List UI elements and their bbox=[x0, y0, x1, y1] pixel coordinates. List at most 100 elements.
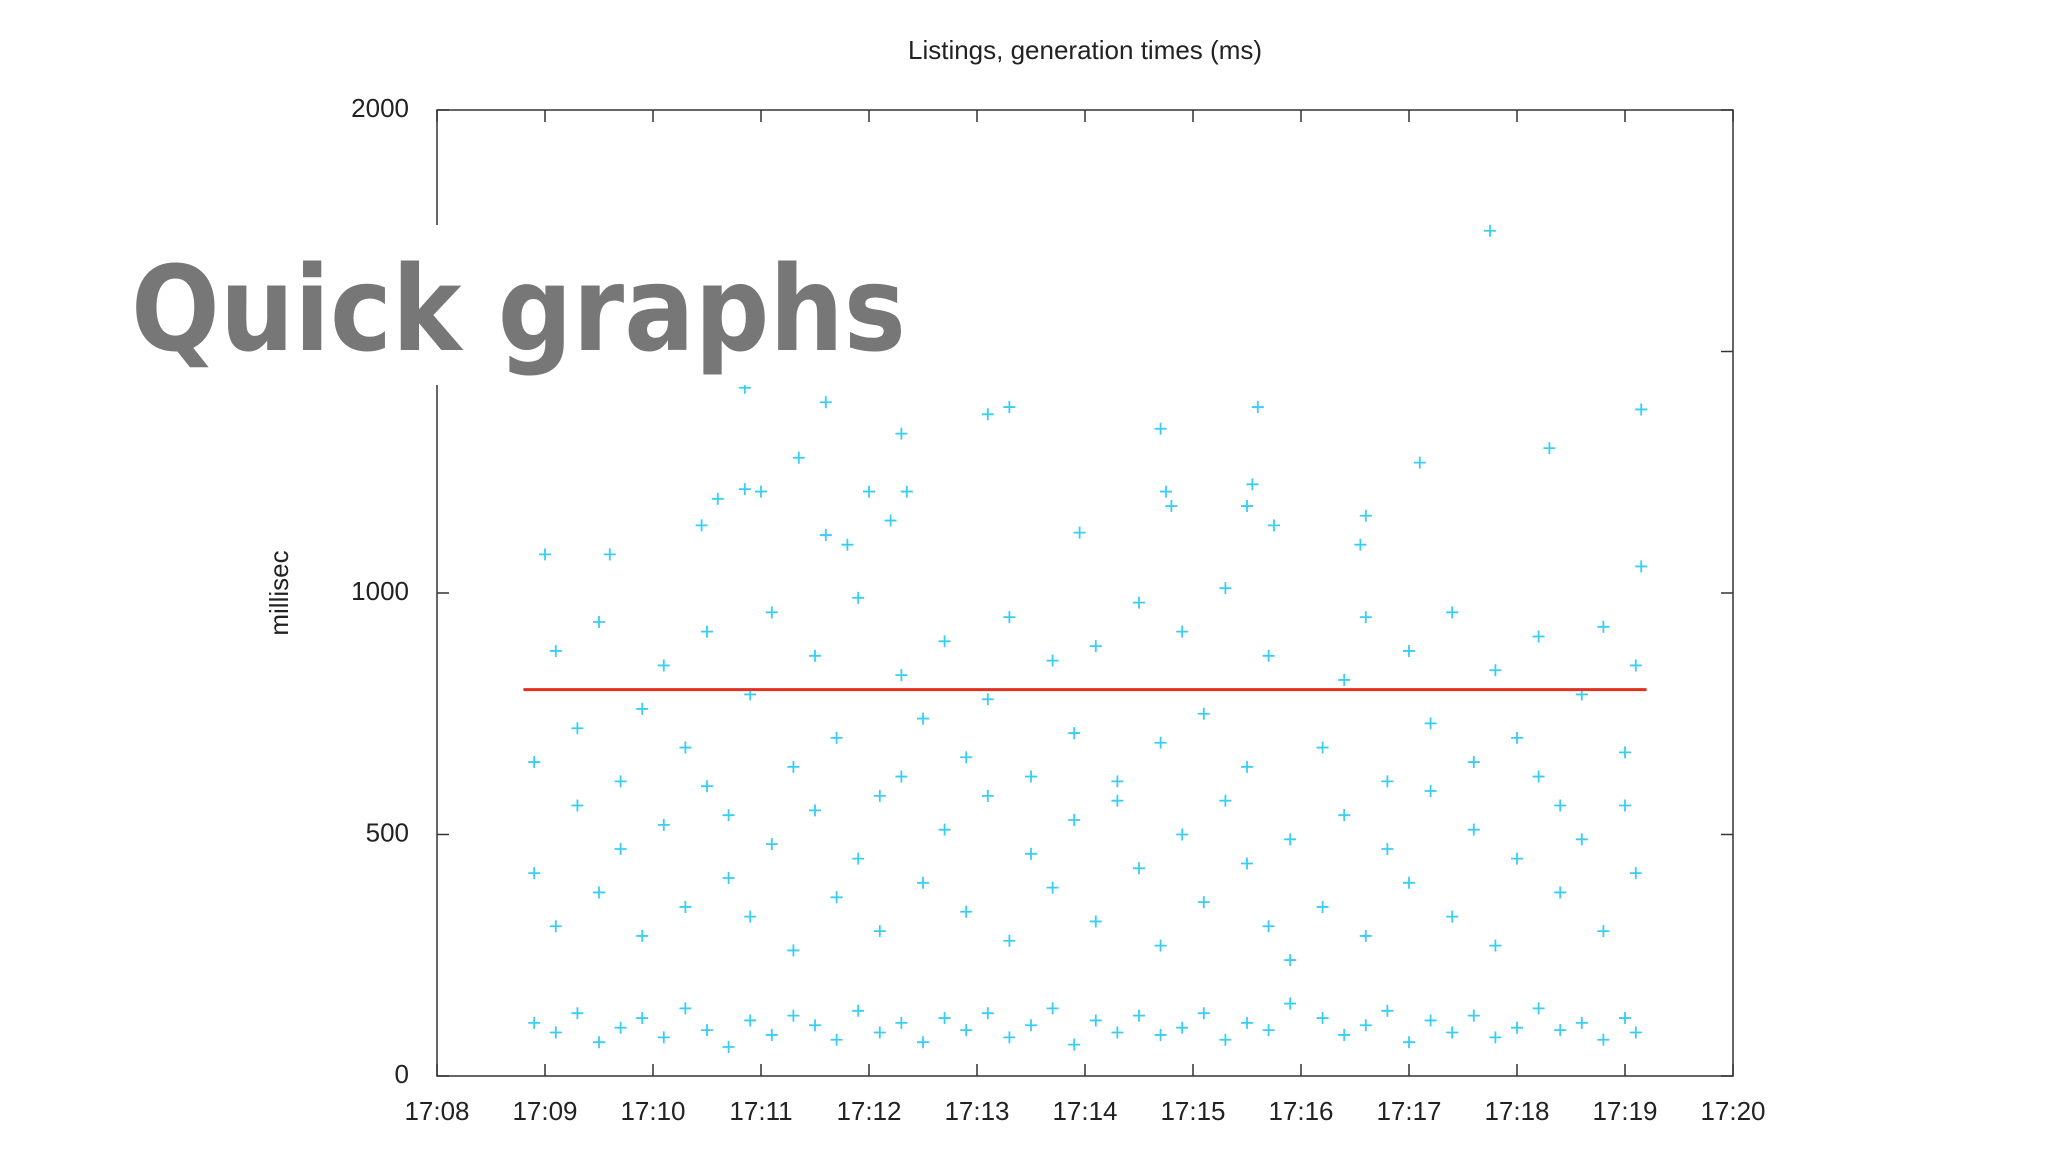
data-point bbox=[873, 1026, 886, 1039]
data-point bbox=[679, 900, 692, 913]
data-point bbox=[701, 625, 713, 638]
data-point bbox=[1046, 881, 1059, 894]
overlay-backdrop bbox=[125, 225, 915, 385]
data-point bbox=[636, 929, 649, 942]
data-point bbox=[1532, 630, 1545, 643]
data-point bbox=[1554, 1024, 1567, 1037]
data-point bbox=[960, 905, 973, 918]
data-point bbox=[1268, 519, 1280, 532]
data-point bbox=[765, 838, 778, 851]
data-point bbox=[895, 1016, 908, 1029]
data-point bbox=[1532, 770, 1545, 783]
data-point bbox=[614, 1021, 627, 1034]
x-tick-label: 17:11 bbox=[729, 1096, 792, 1126]
data-point bbox=[1424, 1014, 1437, 1027]
data-point bbox=[1619, 1012, 1631, 1025]
data-point bbox=[549, 1026, 562, 1039]
data-point bbox=[744, 1014, 757, 1027]
data-point bbox=[571, 799, 584, 812]
data-point bbox=[1597, 1033, 1610, 1046]
data-point bbox=[1489, 1031, 1502, 1044]
data-point bbox=[1197, 1007, 1210, 1020]
data-point bbox=[657, 818, 670, 831]
data-point bbox=[1154, 1028, 1167, 1041]
data-point bbox=[1446, 1026, 1459, 1039]
data-point bbox=[809, 1019, 821, 1032]
data-point bbox=[1197, 707, 1210, 720]
data-point bbox=[1251, 401, 1264, 414]
data-point bbox=[884, 514, 897, 527]
data-point bbox=[1635, 403, 1648, 416]
x-tick-label: 17:19 bbox=[1592, 1096, 1657, 1126]
data-point bbox=[1111, 1026, 1124, 1039]
data-point bbox=[528, 756, 541, 769]
data-point bbox=[1316, 1012, 1329, 1025]
data-point bbox=[863, 485, 875, 498]
data-point bbox=[593, 615, 605, 628]
data-point bbox=[614, 842, 627, 855]
data-point bbox=[787, 760, 800, 773]
data-point bbox=[787, 1009, 800, 1022]
data-point bbox=[571, 722, 584, 735]
data-point bbox=[1003, 1031, 1016, 1044]
data-point bbox=[1597, 925, 1610, 938]
data-point bbox=[1446, 606, 1459, 619]
data-point bbox=[1176, 1021, 1189, 1034]
data-point bbox=[1241, 500, 1253, 513]
data-point bbox=[1489, 664, 1502, 677]
data-point bbox=[1489, 939, 1502, 952]
data-point bbox=[1046, 654, 1059, 667]
data-point bbox=[1154, 736, 1167, 749]
data-point bbox=[1575, 1016, 1588, 1029]
data-point bbox=[1338, 1028, 1351, 1041]
data-point bbox=[1338, 673, 1351, 686]
data-point bbox=[1068, 727, 1081, 740]
y-tick-label: 0 bbox=[395, 1059, 409, 1089]
data-point bbox=[1619, 799, 1631, 812]
data-point bbox=[1068, 1038, 1081, 1051]
x-tick-label: 17:10 bbox=[620, 1096, 685, 1126]
data-point bbox=[917, 712, 929, 725]
data-point bbox=[1629, 659, 1642, 672]
data-point bbox=[1316, 741, 1329, 754]
data-point bbox=[1025, 1019, 1037, 1032]
data-point bbox=[852, 1004, 865, 1017]
x-tick-label: 17:13 bbox=[944, 1096, 1009, 1126]
data-point bbox=[1262, 920, 1275, 933]
data-point bbox=[657, 659, 670, 672]
data-point bbox=[528, 867, 541, 880]
data-point bbox=[981, 408, 994, 421]
data-point bbox=[1154, 939, 1167, 952]
data-point bbox=[1003, 934, 1016, 947]
data-point bbox=[1359, 929, 1372, 942]
data-point bbox=[1003, 401, 1016, 414]
data-point bbox=[765, 1028, 778, 1041]
data-point bbox=[1381, 1004, 1394, 1017]
x-tick-label: 17:20 bbox=[1700, 1096, 1765, 1126]
data-point bbox=[917, 876, 929, 889]
data-point bbox=[1089, 640, 1102, 653]
data-point bbox=[852, 591, 865, 604]
x-tick-label: 17:12 bbox=[836, 1096, 901, 1126]
data-point bbox=[1424, 785, 1437, 798]
x-tick-label: 17:14 bbox=[1052, 1096, 1117, 1126]
data-point bbox=[679, 741, 692, 754]
data-point bbox=[1424, 717, 1437, 730]
data-point bbox=[1219, 794, 1232, 807]
data-point bbox=[738, 483, 751, 496]
data-point bbox=[1413, 456, 1426, 469]
data-point bbox=[1241, 857, 1253, 870]
data-point bbox=[873, 789, 886, 802]
data-point bbox=[895, 669, 908, 682]
data-point bbox=[1133, 862, 1145, 875]
data-point bbox=[593, 1036, 605, 1049]
data-point bbox=[792, 451, 805, 464]
data-point bbox=[1316, 900, 1329, 913]
data-point bbox=[1467, 823, 1480, 836]
data-point bbox=[917, 1036, 929, 1049]
data-point bbox=[1359, 509, 1372, 522]
data-point bbox=[895, 427, 908, 440]
data-point bbox=[614, 775, 627, 788]
data-point bbox=[1046, 1002, 1059, 1015]
data-point bbox=[841, 538, 854, 551]
